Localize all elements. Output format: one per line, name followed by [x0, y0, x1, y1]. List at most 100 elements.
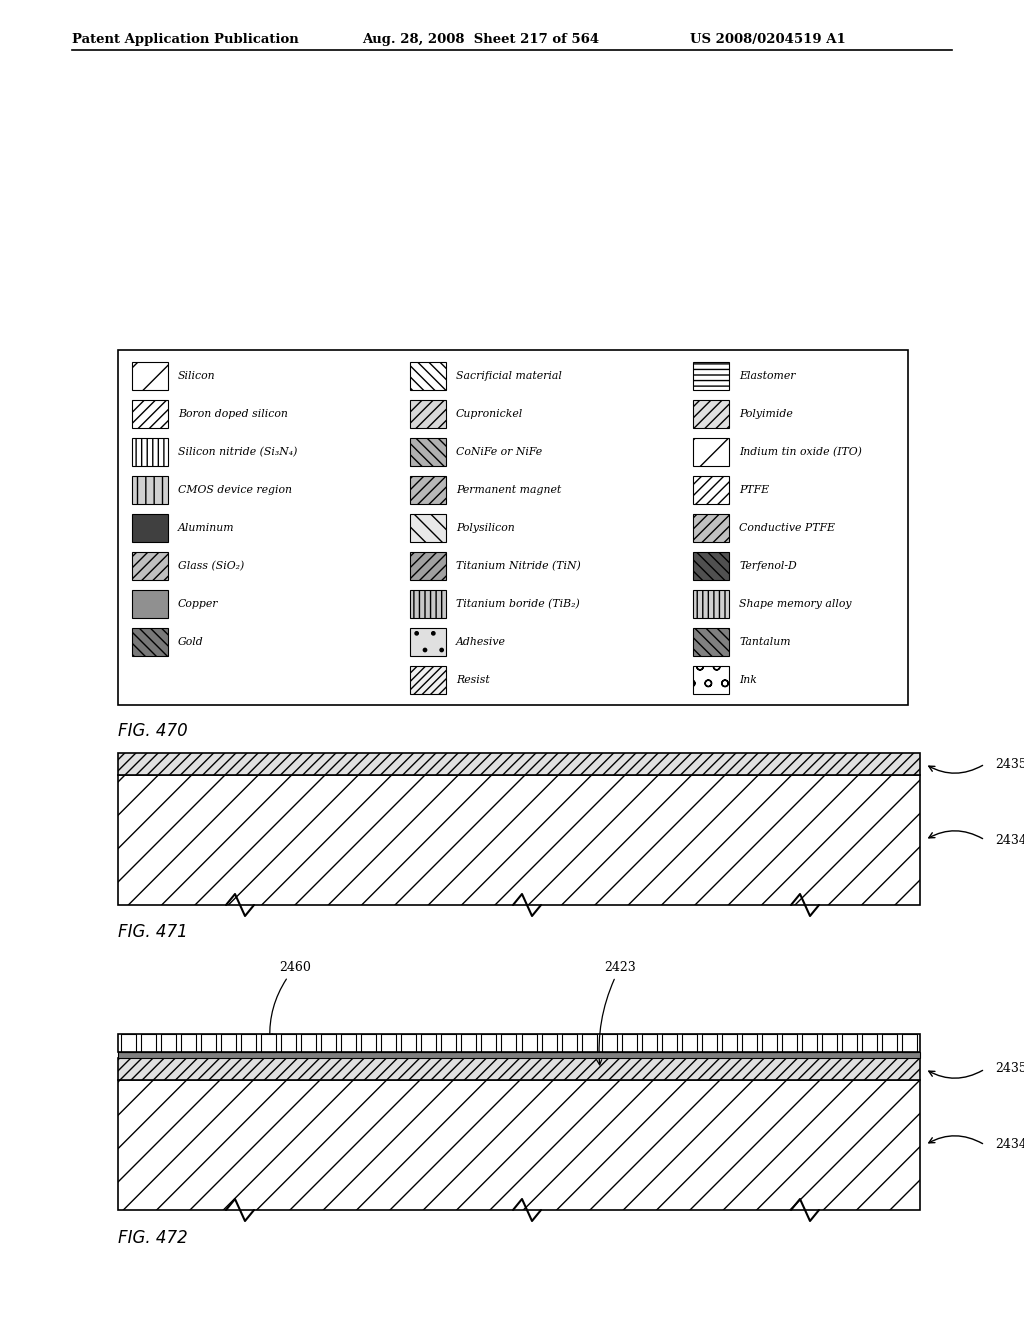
- Text: Terfenol-D: Terfenol-D: [739, 561, 797, 572]
- Bar: [883, 1034, 897, 1052]
- Bar: [693, 590, 729, 618]
- Text: FIG. 471: FIG. 471: [118, 923, 187, 941]
- Bar: [742, 1034, 757, 1052]
- Text: Resist: Resist: [456, 675, 489, 685]
- Text: 2435: 2435: [995, 1063, 1024, 1076]
- Text: PTFE: PTFE: [739, 484, 769, 495]
- Bar: [132, 362, 168, 389]
- Text: Boron doped silicon: Boron doped silicon: [178, 409, 288, 418]
- Bar: [542, 1034, 557, 1052]
- Bar: [462, 1034, 476, 1052]
- Bar: [902, 1034, 918, 1052]
- Bar: [341, 1034, 356, 1052]
- Bar: [502, 1034, 516, 1052]
- Bar: [693, 552, 729, 579]
- Bar: [421, 1034, 436, 1052]
- Bar: [693, 513, 729, 543]
- Text: 2460: 2460: [267, 961, 311, 1039]
- Bar: [118, 1059, 920, 1080]
- Bar: [410, 362, 446, 389]
- Bar: [381, 1034, 396, 1052]
- Bar: [702, 1034, 717, 1052]
- Bar: [410, 513, 446, 543]
- Bar: [602, 1034, 616, 1052]
- Bar: [118, 752, 920, 775]
- Bar: [693, 477, 729, 504]
- Text: FIG. 472: FIG. 472: [118, 1229, 187, 1247]
- Text: Polysilicon: Polysilicon: [456, 523, 515, 533]
- Bar: [132, 438, 168, 466]
- Bar: [401, 1034, 416, 1052]
- Text: Copper: Copper: [178, 599, 218, 609]
- Text: Sacrificial material: Sacrificial material: [456, 371, 562, 381]
- Text: Gold: Gold: [178, 638, 204, 647]
- Bar: [682, 1034, 697, 1052]
- Text: Cupronickel: Cupronickel: [456, 409, 523, 418]
- Bar: [121, 1034, 135, 1052]
- Text: 2434: 2434: [995, 833, 1024, 846]
- Bar: [481, 1034, 497, 1052]
- Bar: [118, 775, 920, 906]
- Bar: [132, 513, 168, 543]
- Bar: [118, 1052, 920, 1059]
- Bar: [132, 552, 168, 579]
- Text: Ink: Ink: [739, 675, 757, 685]
- Bar: [221, 1034, 236, 1052]
- Text: Elastomer: Elastomer: [739, 371, 796, 381]
- Bar: [822, 1034, 838, 1052]
- Text: CoNiFe or NiFe: CoNiFe or NiFe: [456, 447, 542, 457]
- Bar: [582, 1034, 597, 1052]
- Bar: [201, 1034, 216, 1052]
- Text: Glass (SiO₂): Glass (SiO₂): [178, 561, 245, 572]
- Text: Tantalum: Tantalum: [739, 638, 791, 647]
- Bar: [622, 1034, 637, 1052]
- Bar: [118, 1080, 920, 1210]
- Bar: [521, 1034, 537, 1052]
- Bar: [782, 1034, 798, 1052]
- Bar: [118, 1034, 920, 1052]
- Bar: [693, 438, 729, 466]
- Text: Permanent magnet: Permanent magnet: [456, 484, 561, 495]
- Bar: [441, 1034, 457, 1052]
- Bar: [762, 1034, 777, 1052]
- Bar: [693, 400, 729, 428]
- Text: 2423: 2423: [597, 961, 636, 1065]
- Bar: [410, 628, 446, 656]
- Bar: [118, 350, 908, 705]
- Text: Indium tin oxide (ITO): Indium tin oxide (ITO): [739, 447, 862, 457]
- Bar: [843, 1034, 857, 1052]
- Text: Silicon: Silicon: [178, 371, 216, 381]
- Bar: [693, 362, 729, 389]
- Text: Polyimide: Polyimide: [739, 409, 793, 418]
- Bar: [241, 1034, 256, 1052]
- Text: Aug. 28, 2008  Sheet 217 of 564: Aug. 28, 2008 Sheet 217 of 564: [362, 33, 599, 46]
- Bar: [132, 590, 168, 618]
- Bar: [862, 1034, 878, 1052]
- Bar: [561, 1034, 577, 1052]
- Bar: [281, 1034, 296, 1052]
- Bar: [321, 1034, 336, 1052]
- Bar: [180, 1034, 196, 1052]
- Text: CMOS device region: CMOS device region: [178, 484, 292, 495]
- Bar: [410, 438, 446, 466]
- Text: Silicon nitride (Si₃N₄): Silicon nitride (Si₃N₄): [178, 447, 297, 457]
- Bar: [410, 400, 446, 428]
- Text: Conductive PTFE: Conductive PTFE: [739, 523, 835, 533]
- Bar: [693, 628, 729, 656]
- Text: Aluminum: Aluminum: [178, 523, 234, 533]
- Bar: [410, 667, 446, 694]
- Bar: [410, 552, 446, 579]
- Bar: [722, 1034, 737, 1052]
- Bar: [132, 400, 168, 428]
- Bar: [410, 477, 446, 504]
- Text: FIG. 470: FIG. 470: [118, 722, 187, 741]
- Bar: [642, 1034, 656, 1052]
- Text: Adhesive: Adhesive: [456, 638, 506, 647]
- Text: Shape memory alloy: Shape memory alloy: [739, 599, 852, 609]
- Bar: [132, 628, 168, 656]
- Bar: [662, 1034, 677, 1052]
- Text: 2434: 2434: [995, 1138, 1024, 1151]
- Bar: [301, 1034, 316, 1052]
- Bar: [140, 1034, 156, 1052]
- Bar: [132, 477, 168, 504]
